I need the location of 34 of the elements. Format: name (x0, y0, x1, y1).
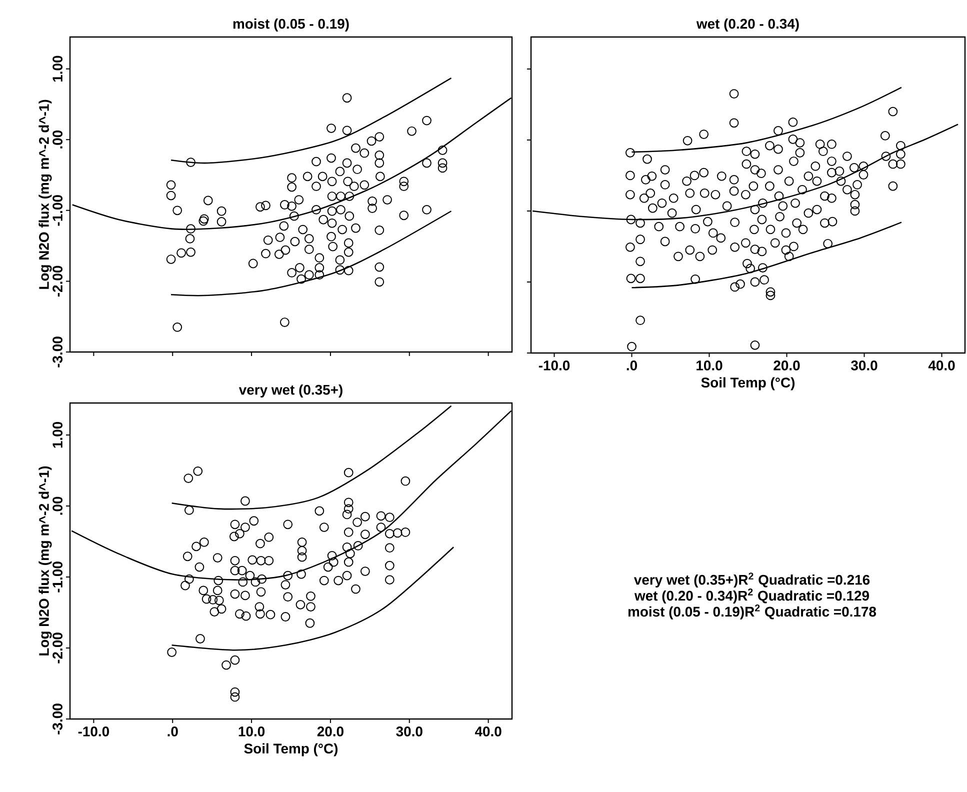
y-axis-title: Log N2O flux (mg m^-2 d^-1) (38, 100, 52, 289)
chart-title: moist (0.05 - 0.19) (233, 18, 349, 32)
y-tick-label: -1.00 (52, 195, 62, 226)
y-tick-label: 1.00 (52, 422, 62, 448)
y-tick-label: -1.00 (52, 562, 62, 592)
x-tick-label: 30.0 (396, 726, 422, 736)
y-tick-label: -3.00 (52, 704, 62, 734)
chart-title: wet (0.20 - 0.34) (696, 18, 799, 32)
y-axis-title: Log N2O flux (mg m^-2 d^-1) (38, 466, 52, 656)
text: very wet (0.35+)R$^{2}$ Quadratic =0.216 (634, 572, 870, 588)
y-tick-label: -2.00 (52, 266, 62, 297)
x-tick-label: 40.0 (474, 726, 502, 736)
x-axis-title: Soil Temp (°C) (701, 377, 795, 390)
x-axis-title: Soil Temp (°C) (244, 743, 338, 756)
y-tick-label: .00 (52, 130, 62, 148)
x-tick-label: .0 (626, 360, 638, 370)
x-tick-label: .0 (168, 726, 178, 736)
y-tick-label: -2.00 (52, 632, 62, 664)
text: moist (0.05 - 0.19)R$^{2}$ Quadratic =0.178 (628, 604, 876, 620)
y-tick-label: 1.00 (52, 56, 62, 82)
line-series (170, 77, 452, 164)
x-tick-label: 30.0 (850, 360, 878, 370)
x-tick-label: 20.0 (774, 360, 800, 370)
x-tick-label: -10.0 (78, 726, 109, 736)
chart-title: very wet (0.35+) (238, 384, 342, 398)
x-tick-label: 10.0 (238, 726, 265, 736)
line-series (170, 210, 452, 296)
x-tick-label: -10.0 (538, 360, 570, 370)
text: wet (0.20 - 0.34)R$^{2}$ Quadratic =0.129 (634, 588, 869, 604)
y-tick-label: -3.00 (52, 336, 62, 368)
x-tick-label: 20.0 (317, 726, 344, 736)
x-tick-label: 10.0 (696, 360, 722, 370)
x-tick-label: 40.0 (928, 360, 955, 370)
y-tick-label: .00 (52, 496, 62, 515)
